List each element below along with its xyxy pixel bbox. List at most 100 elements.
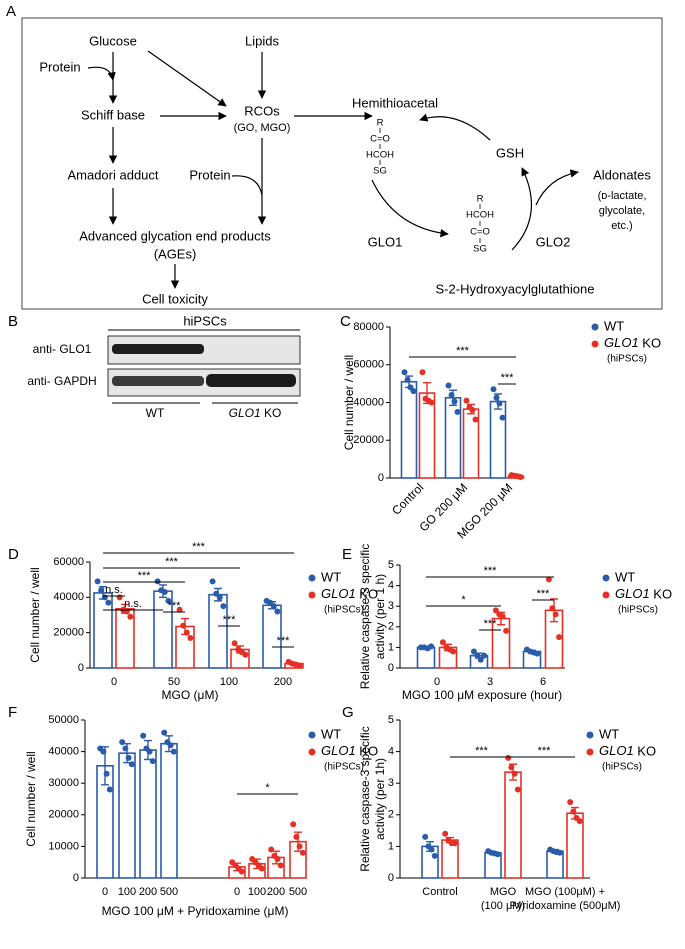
data-point <box>216 594 223 601</box>
group-label: WT <box>146 406 165 420</box>
significance-label: *** <box>168 600 182 612</box>
node: etc.) <box>611 220 632 232</box>
node: Amadori adduct <box>67 167 158 182</box>
group-label: GLO1 KO <box>229 406 282 420</box>
significance-label: n.s. <box>124 598 142 610</box>
data-point <box>258 865 265 872</box>
significance-label: *** <box>484 565 498 577</box>
y-tick-label: 10000 <box>48 840 79 852</box>
panel-label: E <box>342 546 352 563</box>
y-tick-label: 80000 <box>353 321 384 333</box>
data-point <box>154 578 161 585</box>
significance-label: *** <box>138 570 152 582</box>
data-point <box>428 846 435 853</box>
data-point <box>220 603 227 610</box>
data-point <box>128 761 135 768</box>
data-point <box>505 754 512 761</box>
structure: SG <box>473 244 487 255</box>
data-point <box>576 818 583 825</box>
x-axis-label: MGO 100 μM + Pyridoxamine (μM) <box>102 904 289 918</box>
x-tick-label: 0 <box>234 886 240 898</box>
data-point <box>545 576 552 583</box>
x-tick-label: Pyridoxamine (500μM) <box>510 900 621 912</box>
legend-label: WT <box>615 569 635 584</box>
data-point <box>161 589 168 596</box>
structure: HCOH <box>466 210 494 221</box>
panel-label: F <box>8 704 17 721</box>
node: Protein <box>39 59 80 74</box>
data-point <box>140 732 147 739</box>
node: Lipids <box>245 33 279 48</box>
significance-label: *** <box>538 745 552 757</box>
data-point <box>103 770 110 777</box>
data-point <box>463 397 470 404</box>
blot-title: hiPSCs <box>183 313 227 328</box>
x-tick-label: 100 <box>248 886 266 898</box>
data-point <box>477 656 484 663</box>
x-tick-label: 6 <box>540 676 546 688</box>
x-tick-label: Control <box>422 886 457 898</box>
data-point <box>242 651 249 658</box>
data-point <box>451 840 458 847</box>
band <box>112 344 204 354</box>
y-tick-label: 20000 <box>48 809 79 821</box>
node: Hemithioacetal <box>352 95 438 110</box>
data-point <box>454 408 461 415</box>
bar <box>400 380 418 479</box>
node: (AGEs) <box>154 246 197 261</box>
data-point <box>100 748 107 755</box>
data-point <box>511 770 518 777</box>
node: GSH <box>496 145 524 160</box>
y-tick-label: 3 <box>388 600 394 612</box>
node: Glucose <box>89 33 137 48</box>
data-point <box>293 833 300 840</box>
data-point <box>299 849 306 856</box>
data-point <box>167 742 174 749</box>
panel-b: B hiPSCs anti- GLO1 anti- GAPDH WT GLO1 … <box>8 313 301 420</box>
data-point <box>290 821 297 828</box>
legend-marker <box>308 748 316 756</box>
data-point <box>419 369 426 376</box>
data-point <box>470 648 477 655</box>
data-point <box>238 868 245 875</box>
legend-marker <box>602 574 610 582</box>
data-point <box>404 376 411 383</box>
legend-marker <box>308 591 316 599</box>
x-tick-label: MGO (100μM) + <box>525 886 605 898</box>
data-point <box>492 607 499 614</box>
data-point <box>268 846 275 853</box>
y-tick-label: 1 <box>388 840 394 852</box>
y-tick-label: 5 <box>388 714 394 726</box>
data-point <box>556 634 563 641</box>
node: Advanced glycation end products <box>79 228 271 243</box>
y-tick-label: 0 <box>388 872 394 884</box>
y-axis-label: Cell number / well <box>342 355 356 450</box>
y-tick-label: 60000 <box>353 359 384 371</box>
data-point <box>187 634 194 641</box>
data-point <box>270 603 277 610</box>
significance-label: *** <box>484 618 498 630</box>
legend-label: WT <box>321 569 341 584</box>
x-axis-label: MGO (μM) <box>162 688 219 702</box>
data-point <box>448 391 455 398</box>
legend-marker <box>308 731 316 739</box>
structure: C=O <box>470 227 490 238</box>
bar <box>139 749 157 879</box>
data-point <box>556 849 563 856</box>
legend-marker <box>591 340 599 348</box>
data-point <box>274 856 281 863</box>
data-point <box>499 414 506 421</box>
panel-label: C <box>340 313 351 330</box>
data-point <box>422 833 429 840</box>
data-point <box>410 388 417 395</box>
panel-frame <box>21 17 663 310</box>
y-tick-label: 60000 <box>53 556 84 568</box>
bar <box>160 742 178 879</box>
data-point <box>490 386 497 393</box>
data-point <box>534 650 541 657</box>
data-point <box>146 748 153 755</box>
data-point <box>567 799 574 806</box>
y-tick-label: 2 <box>388 621 394 633</box>
node: glycolate, <box>599 205 645 217</box>
